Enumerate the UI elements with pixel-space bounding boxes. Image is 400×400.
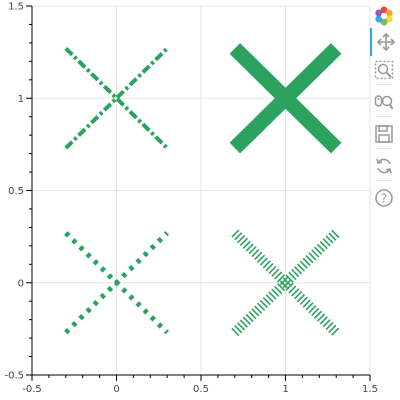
toolbar-separator bbox=[376, 180, 392, 181]
y-tick-label: -0.5 bbox=[4, 371, 24, 382]
svg-text:?: ? bbox=[381, 192, 387, 206]
wheel-zoom-icon[interactable] bbox=[370, 88, 398, 116]
save-icon[interactable] bbox=[370, 120, 398, 148]
y-tick-label: 0.5 bbox=[8, 186, 24, 197]
x-tick-label: 1.5 bbox=[362, 384, 378, 395]
axes: -0.5 0 0.5 1 1.5 -0.5 0 0.5 1 1.5 bbox=[4, 2, 377, 396]
x-marker bbox=[64, 47, 169, 150]
x-marker-stroke bbox=[64, 231, 169, 335]
bokeh-logo-icon[interactable] bbox=[370, 2, 398, 30]
toolbar: ? bbox=[367, 0, 400, 400]
toolbar-separator bbox=[376, 148, 392, 149]
y-tick-label: 1.5 bbox=[8, 2, 24, 13]
y-tick-label: 1 bbox=[18, 94, 24, 105]
x-tick-label: -0.5 bbox=[22, 384, 42, 395]
x-marker-stroke bbox=[229, 43, 342, 154]
x-tick-label: 0 bbox=[113, 384, 119, 395]
grid bbox=[32, 5, 371, 375]
x-tick-label: 1 bbox=[282, 384, 288, 395]
y-tick-label: 0 bbox=[18, 278, 24, 289]
help-icon[interactable]: ? bbox=[370, 184, 398, 212]
x-marker-stroke bbox=[64, 47, 169, 150]
box-zoom-icon[interactable] bbox=[370, 56, 398, 84]
reset-icon[interactable] bbox=[370, 152, 398, 180]
x-marker bbox=[229, 43, 342, 154]
pan-icon[interactable] bbox=[370, 28, 400, 56]
x-tick-label: 0.5 bbox=[193, 384, 209, 395]
x-marker-stroke bbox=[64, 47, 169, 150]
toolbar-separator bbox=[376, 84, 392, 85]
x-marker bbox=[64, 231, 169, 335]
markers bbox=[64, 43, 342, 337]
toolbar-separator bbox=[376, 116, 392, 117]
